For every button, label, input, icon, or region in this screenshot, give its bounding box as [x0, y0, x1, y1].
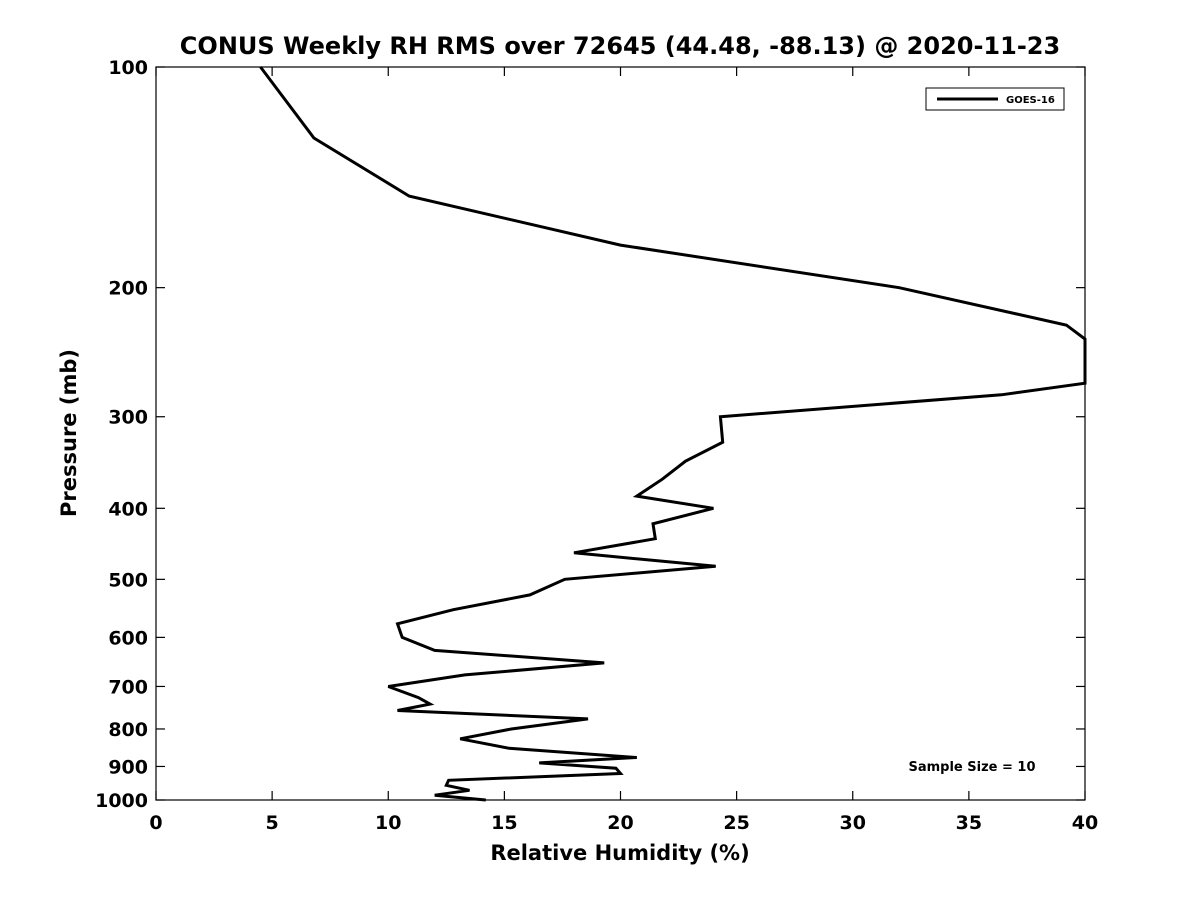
y-tick-label: 800	[108, 719, 148, 741]
y-tick-label: 400	[108, 498, 148, 520]
x-tick-label: 20	[607, 812, 633, 834]
legend-label: GOES-16	[1006, 95, 1055, 106]
sample-size-annotation: Sample Size = 10	[908, 760, 1035, 775]
x-tick-label: 35	[956, 812, 982, 834]
x-tick-label: 15	[491, 812, 517, 834]
legend: GOES-16	[925, 87, 1065, 111]
chart-title: CONUS Weekly RH RMS over 72645 (44.48, -…	[180, 32, 1060, 60]
x-axis-label: Relative Humidity (%)	[490, 841, 749, 865]
y-axis-label: Pressure (mb)	[57, 349, 81, 517]
x-tick-label: 0	[149, 812, 162, 834]
y-tick-label: 900	[108, 756, 148, 778]
y-tick-label: 100	[108, 57, 148, 79]
x-tick-label: 5	[266, 812, 279, 834]
series-line-goes16	[259, 66, 1087, 802]
y-tick-label: 1000	[95, 790, 148, 812]
x-tick-label: 40	[1072, 812, 1098, 834]
y-axis-ticks: 100 200 300 400 500 600 700 800 900 1000	[95, 57, 1085, 812]
y-tick-label: 200	[108, 278, 148, 300]
x-tick-label: 25	[723, 812, 749, 834]
x-tick-label: 10	[375, 812, 401, 834]
x-tick-label: 30	[840, 812, 866, 834]
y-tick-label: 300	[108, 407, 148, 429]
x-axis-ticks: 0 5 10 15 20 25 30 35 40	[149, 67, 1098, 834]
y-tick-label: 600	[108, 627, 148, 649]
y-tick-label: 500	[108, 569, 148, 591]
y-tick-label: 700	[108, 676, 148, 698]
